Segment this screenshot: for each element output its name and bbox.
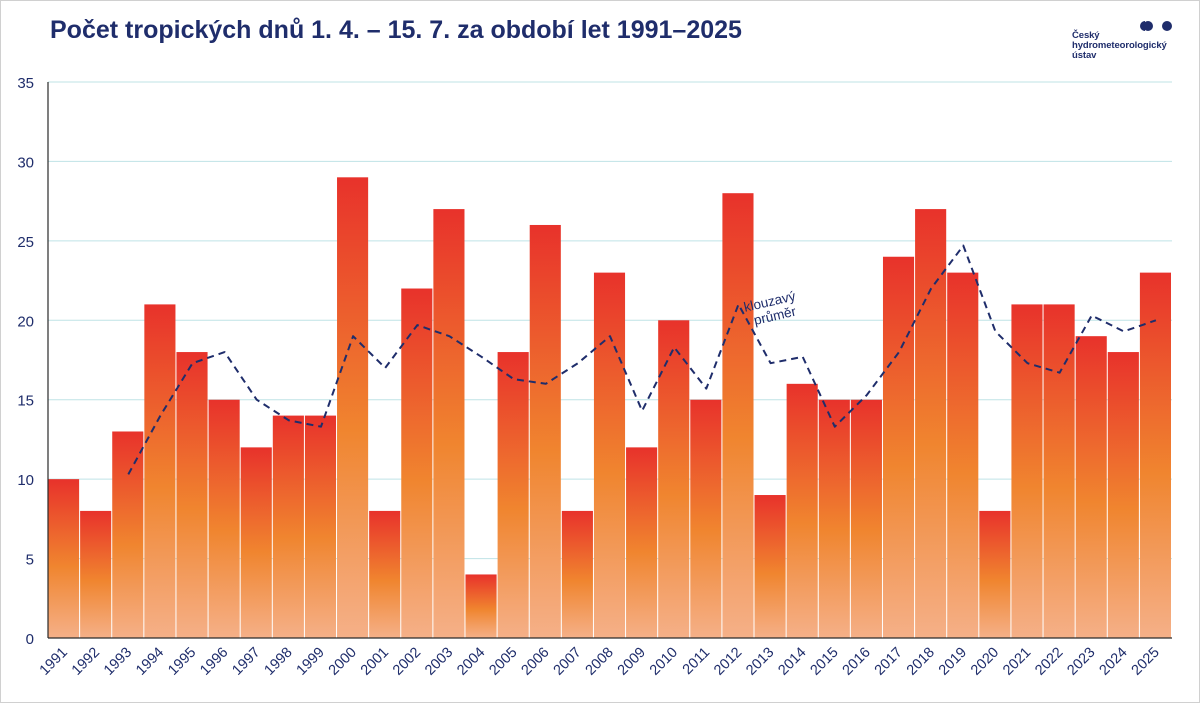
x-tick-label: 2002	[390, 645, 424, 679]
bar-2005	[497, 352, 529, 638]
chmi-logo-icon	[1140, 21, 1172, 31]
y-tick-label: 15	[17, 393, 34, 410]
x-tick-label: 1993	[101, 645, 135, 679]
moving-average-path	[127, 244, 1157, 475]
x-tick-label: 2009	[615, 645, 649, 679]
y-tick-label: 20	[17, 313, 34, 330]
moving-average-line	[127, 244, 1157, 475]
bar-2009	[626, 447, 658, 638]
bar-2016	[850, 399, 882, 638]
x-tick-label: 2007	[551, 645, 585, 679]
x-tick-label: 2004	[454, 645, 488, 679]
x-tick-label: 2003	[422, 645, 456, 679]
x-tick-label: 2018	[904, 645, 938, 679]
x-tick-label: 2015	[807, 645, 841, 679]
x-tick-label: 2016	[840, 645, 874, 679]
bar-1992	[80, 510, 112, 638]
bar-2023	[1075, 336, 1107, 638]
logo-text: Český hydrometeorologický ústav	[1072, 31, 1167, 61]
bar-2008	[593, 272, 626, 638]
x-tick-label: 1991	[37, 645, 71, 679]
bar-1991	[48, 479, 80, 638]
bar-1999	[304, 415, 337, 638]
bar-2015	[818, 399, 850, 638]
y-tick-label: 25	[17, 234, 34, 251]
x-tick-label: 2006	[518, 645, 552, 679]
bar-2011	[690, 399, 722, 638]
bar-2012	[722, 193, 754, 638]
bar-1996	[208, 399, 240, 638]
x-tick-label: 2001	[358, 645, 392, 679]
bar-2006	[529, 224, 561, 638]
bar-2002	[401, 288, 433, 638]
x-tick-label: 1997	[229, 645, 263, 679]
x-tick-label: 1992	[69, 645, 103, 679]
bar-2010	[658, 320, 690, 638]
x-tick-label: 2025	[1129, 645, 1163, 679]
bars	[48, 177, 1171, 639]
logo-line-3: ústav	[1072, 50, 1097, 61]
x-tick-label: 1994	[133, 645, 167, 679]
x-tick-label: 2012	[711, 645, 745, 679]
y-tick-label: 35	[17, 75, 34, 92]
x-tick-label: 2000	[326, 645, 360, 679]
bar-1997	[240, 447, 272, 638]
x-tick-label: 2010	[647, 645, 681, 679]
y-tick-label: 5	[26, 552, 34, 569]
bar-2007	[561, 510, 593, 638]
logo-line-2: hydrometeorologický	[1072, 40, 1167, 51]
logo-line-1: Český	[1072, 30, 1100, 41]
x-tick-label: 2005	[486, 645, 520, 679]
x-tick-label: 2023	[1064, 645, 1098, 679]
bar-2018	[915, 209, 947, 639]
x-tick-label: 2021	[1000, 645, 1034, 679]
bar-1994	[144, 304, 176, 638]
chart-title: Počet tropických dnů 1. 4. – 15. 7. za o…	[50, 16, 742, 44]
y-tick-label: 0	[26, 631, 34, 648]
x-tick-label: 2013	[743, 645, 777, 679]
x-tick-label: 1998	[262, 645, 296, 679]
bar-2025	[1139, 272, 1171, 638]
bar-2013	[754, 495, 786, 638]
bar-2019	[947, 272, 979, 638]
x-tick-label: 2008	[583, 645, 617, 679]
chmi-logo: Český hydrometeorologický ústav	[1072, 18, 1182, 74]
bar-1998	[272, 415, 304, 638]
x-tick-label: 2024	[1097, 645, 1131, 679]
x-tick-label: 2019	[936, 645, 970, 679]
x-tick-label: 1995	[165, 645, 199, 679]
bar-2000	[337, 177, 369, 639]
x-tick-label: 2011	[680, 645, 713, 678]
bar-2017	[882, 256, 915, 638]
bar-2022	[1043, 304, 1075, 638]
bar-2021	[1011, 304, 1043, 638]
y-tick-label: 30	[17, 154, 34, 171]
bar-1993	[112, 431, 144, 638]
bar-2014	[786, 383, 818, 638]
x-tick-label: 2020	[968, 645, 1002, 679]
bar-2001	[369, 510, 401, 638]
bar-2004	[465, 574, 497, 638]
bar-2003	[433, 209, 465, 639]
x-tick-label: 1996	[197, 645, 231, 679]
x-tick-label: 1999	[294, 645, 328, 679]
bar-2020	[979, 510, 1011, 638]
x-tick-label: 2022	[1032, 645, 1066, 679]
y-tick-label: 10	[17, 472, 34, 489]
bar-2024	[1107, 352, 1139, 638]
x-tick-label: 2014	[775, 645, 809, 679]
x-tick-label: 2017	[872, 645, 906, 679]
bar-1995	[176, 352, 208, 638]
